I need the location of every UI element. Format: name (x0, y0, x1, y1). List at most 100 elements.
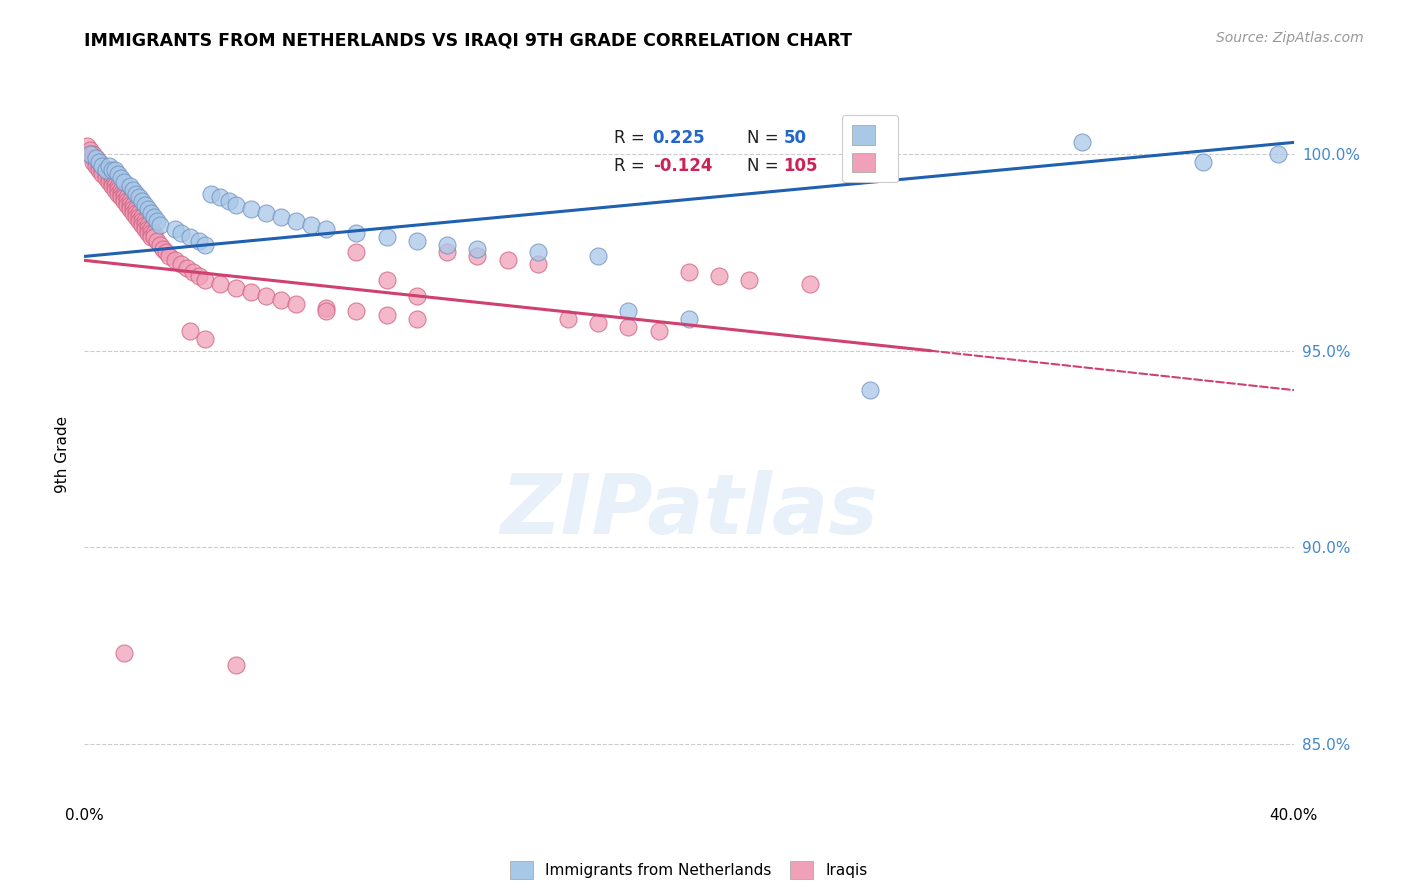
Point (107, 186, 129, 201)
Point (254, 206, 277, 220)
Point (527, 257, 550, 271)
Point (91, 163, 114, 178)
Text: R =: R = (614, 129, 650, 147)
Point (346, 245, 368, 260)
Point (375, 309, 398, 323)
Point (436, 245, 458, 260)
Point (89, 163, 111, 178)
Point (254, 289, 277, 303)
Text: Source: ZipAtlas.com: Source: ZipAtlas.com (1216, 31, 1364, 45)
Point (194, 332, 217, 346)
Point (115, 194, 138, 209)
Point (142, 210, 165, 224)
Point (100, 170, 122, 185)
Point (131, 210, 153, 224)
Point (179, 324, 201, 338)
Point (125, 186, 148, 201)
Point (110, 186, 132, 201)
Point (94, 163, 117, 178)
Point (125, 210, 148, 224)
Point (181, 265, 204, 279)
Point (165, 222, 187, 236)
Point (588, 316, 610, 330)
Point (89, 155, 111, 169)
Point (136, 218, 159, 232)
Point (406, 312, 429, 326)
Point (91, 159, 114, 173)
Point (128, 210, 150, 224)
Point (406, 289, 429, 303)
Point (112, 175, 135, 189)
Point (799, 277, 821, 291)
Point (557, 312, 579, 326)
Point (76, 139, 98, 153)
Point (139, 226, 162, 240)
Point (648, 324, 671, 338)
Point (315, 222, 337, 236)
Text: 0.225: 0.225 (652, 129, 706, 147)
Point (188, 234, 211, 248)
Point (299, 218, 322, 232)
Point (1267, 147, 1289, 161)
Point (107, 167, 129, 181)
Point (97, 167, 120, 181)
Point (97, 175, 120, 189)
Point (176, 261, 198, 276)
Point (270, 210, 292, 224)
Point (86, 155, 108, 169)
Point (149, 237, 172, 252)
Point (100, 175, 122, 189)
Point (94, 163, 117, 178)
Point (346, 304, 368, 318)
Point (149, 218, 172, 232)
Point (128, 190, 150, 204)
Point (155, 245, 177, 260)
Point (131, 214, 153, 228)
Point (121, 206, 143, 220)
Point (152, 242, 174, 256)
Point (285, 214, 308, 228)
Point (527, 245, 550, 260)
Point (1192, 155, 1215, 169)
Point (142, 226, 165, 240)
Point (436, 237, 458, 252)
Text: -0.124: -0.124 (652, 157, 713, 175)
Point (209, 277, 232, 291)
Point (225, 658, 247, 673)
Point (346, 226, 368, 240)
Point (118, 202, 141, 217)
Point (112, 194, 135, 209)
Point (134, 222, 156, 236)
Point (107, 178, 129, 193)
Point (678, 265, 700, 279)
Point (142, 229, 165, 244)
Point (375, 273, 398, 287)
Point (91, 167, 114, 181)
Text: 105: 105 (783, 157, 818, 175)
Point (86, 151, 108, 165)
Point (239, 202, 262, 217)
Point (121, 198, 143, 212)
Point (146, 214, 169, 228)
Point (218, 194, 240, 209)
Point (121, 202, 143, 217)
Point (104, 175, 127, 189)
Point (157, 249, 180, 263)
Point (200, 186, 222, 201)
Point (134, 214, 156, 228)
Point (139, 222, 162, 236)
Point (131, 218, 153, 232)
Point (678, 312, 700, 326)
Point (115, 198, 138, 212)
Point (107, 183, 129, 197)
Point (179, 229, 201, 244)
Point (239, 285, 262, 299)
Legend: Immigrants from Netherlands, Iraqis: Immigrants from Netherlands, Iraqis (505, 855, 873, 886)
Point (112, 186, 135, 201)
Point (104, 163, 127, 178)
Point (375, 229, 398, 244)
Point (118, 194, 141, 209)
Point (315, 304, 337, 318)
Point (79, 147, 101, 161)
Point (94, 170, 117, 185)
